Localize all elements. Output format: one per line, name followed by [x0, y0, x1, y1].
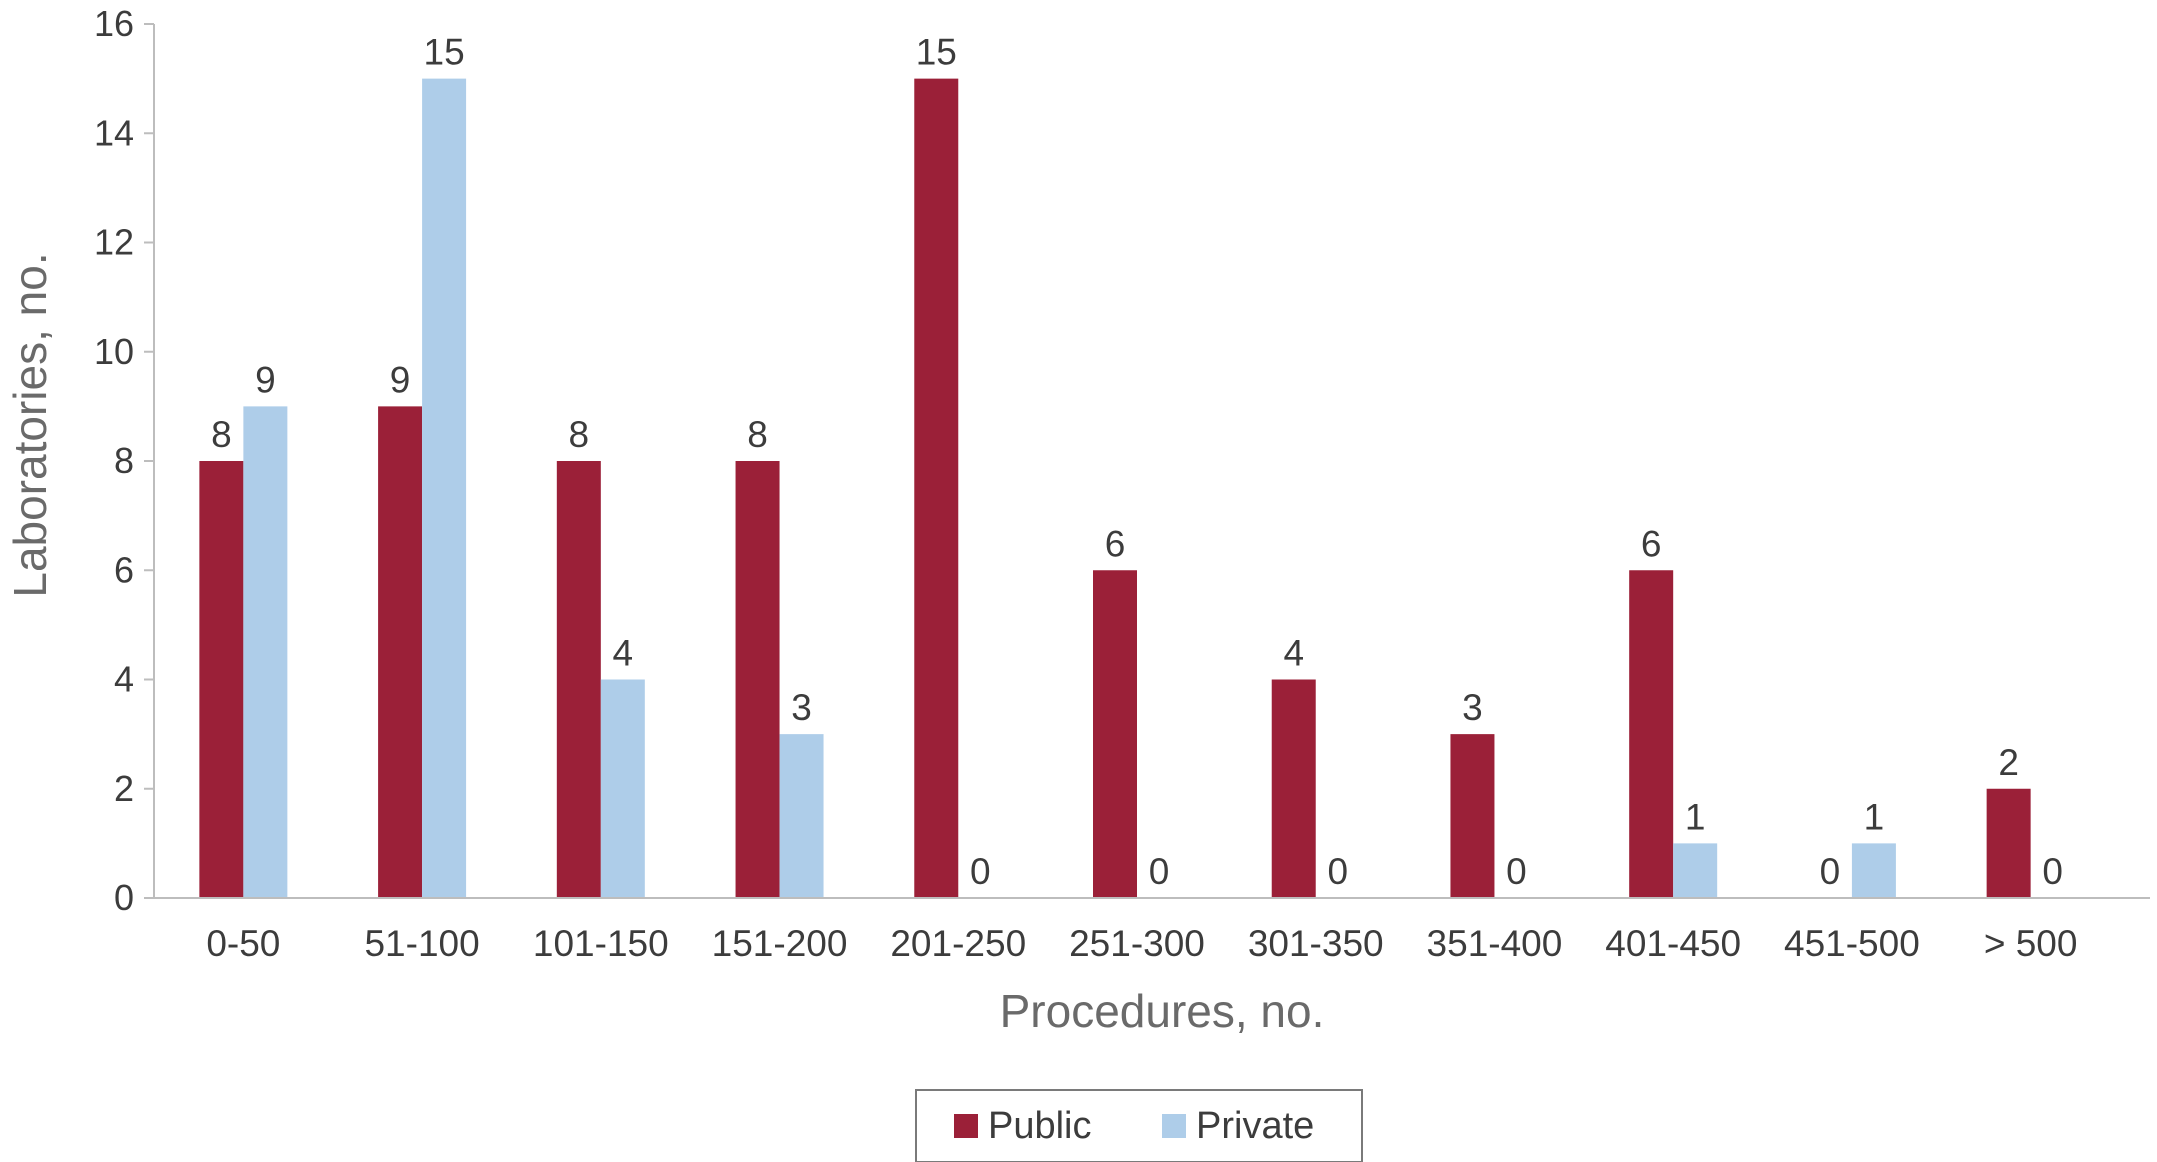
legend: Public Private: [915, 1089, 1363, 1162]
bar-public: [914, 78, 959, 898]
y-tick-label: 6: [114, 549, 134, 590]
bar-public: [1986, 788, 2031, 898]
legend-swatch-private: [1162, 1114, 1186, 1138]
data-label-private: 4: [613, 633, 634, 674]
bar-public: [1629, 570, 1674, 898]
bar-private: [1673, 843, 1718, 898]
bar-public: [1450, 734, 1495, 898]
y-axis-title: Laboratories, no.: [4, 252, 56, 597]
y-tick-label: 14: [94, 112, 134, 153]
data-label-public: 6: [1641, 523, 1662, 564]
data-label-private: 15: [424, 32, 465, 73]
y-tick-label: 12: [94, 222, 134, 263]
y-tick-label: 16: [94, 3, 134, 44]
x-tick-label: 151-200: [712, 923, 848, 964]
data-label-private: 1: [1685, 796, 1706, 837]
bar-public: [735, 461, 780, 898]
bar-public: [199, 461, 244, 898]
data-label-private: 0: [1506, 851, 1527, 892]
x-tick-label: 351-400: [1427, 923, 1563, 964]
data-label-public: 8: [211, 414, 232, 455]
bar-private: [779, 734, 824, 898]
data-label-public: 8: [747, 414, 768, 455]
x-tick-label: 401-450: [1605, 923, 1741, 964]
x-axis-title: Procedures, no.: [1000, 985, 1325, 1037]
y-axis: 0 2 4 6 8 10 12 14 16: [94, 3, 155, 918]
x-axis: 0-50 51-100 101-150 151-200 201-250 251-300 30…: [154, 897, 2150, 964]
data-label-public: 6: [1105, 523, 1126, 564]
data-label-private: 0: [1149, 851, 1170, 892]
data-label-public: 0: [1820, 851, 1841, 892]
y-tick-label: 10: [94, 331, 134, 372]
x-tick-label: 251-300: [1069, 923, 1205, 964]
data-label-public: 2: [1998, 742, 2019, 783]
legend-label-private: Private: [1196, 1105, 1314, 1147]
data-label-public: 8: [569, 414, 590, 455]
bars: [199, 78, 2031, 898]
data-label-private: 3: [791, 687, 812, 728]
x-tick-label: 101-150: [533, 923, 669, 964]
data-label-private: 0: [2042, 851, 2063, 892]
x-tick-label: 0-50: [206, 923, 280, 964]
bar-public: [1093, 570, 1137, 898]
y-tick-label: 2: [114, 768, 134, 809]
bar-public: [556, 461, 601, 898]
y-tick-label: 0: [114, 877, 134, 918]
legend-box: [915, 1089, 1363, 1162]
bar-public: [378, 406, 423, 898]
bar-private: [422, 78, 467, 898]
data-label-private: 0: [970, 851, 991, 892]
x-tick-label: 451-500: [1784, 923, 1920, 964]
data-label-private: 1: [1864, 796, 1885, 837]
data-label-public: 15: [916, 32, 957, 73]
x-tick-label: 301-350: [1248, 923, 1384, 964]
y-tick-label: 8: [114, 440, 134, 481]
data-label-public: 3: [1462, 687, 1483, 728]
bar-private: [1851, 843, 1896, 898]
legend-label-public: Public: [988, 1105, 1092, 1147]
data-label-public: 9: [390, 359, 411, 400]
data-label-private: 0: [1327, 851, 1348, 892]
x-tick-label: > 500: [1984, 923, 2078, 964]
bar-private: [243, 406, 288, 898]
x-tick-label: 51-100: [364, 923, 479, 964]
data-label-public: 4: [1283, 633, 1304, 674]
legend-swatch-public: [954, 1114, 978, 1138]
bar-public: [1271, 679, 1316, 898]
bar-private: [600, 679, 645, 898]
y-tick-label: 4: [114, 659, 134, 700]
x-tick-label: 201-250: [890, 923, 1026, 964]
data-label-private: 9: [255, 359, 276, 400]
